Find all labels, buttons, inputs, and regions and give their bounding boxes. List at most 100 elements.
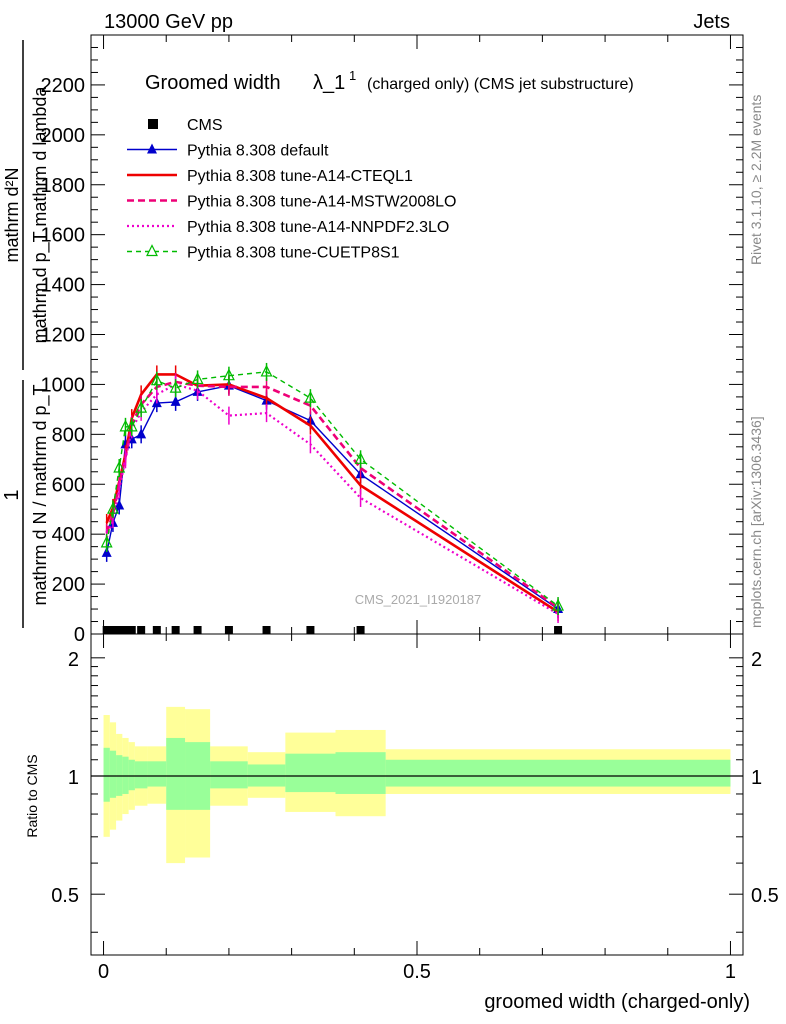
header-left: 13000 GeV pp	[104, 11, 233, 33]
ratio-y-axis-label: Ratio to CMS	[24, 754, 40, 837]
y-label-fraction-2-den: mathrm d p_T mathrm d lambda	[30, 86, 51, 344]
watermark: CMS_2021_I1920187	[355, 592, 482, 607]
y-label-fraction-1-num: 1	[1, 489, 23, 500]
series-line	[106, 384, 559, 610]
series-marker	[100, 535, 113, 548]
x-tick-label: 1	[725, 961, 736, 983]
series-line	[106, 371, 559, 607]
y-tick-label: 2200	[41, 75, 86, 97]
y-tick-label: 400	[52, 524, 85, 546]
y-label-fraction-1-den: mathrm d N / mathrm d p_T	[30, 384, 51, 605]
ratio-band-bin	[285, 753, 336, 793]
ratio-band-bin	[210, 761, 248, 789]
ratio-y-tick-label-right: 1	[751, 767, 762, 789]
ratio-y-tick-label: 0.5	[51, 885, 79, 907]
series-marker	[170, 395, 181, 406]
legend: CMS Pythia 8.308 default Pythia 8.308 tune…	[127, 117, 456, 262]
ratio-y-tick-label-right: 0.5	[751, 885, 779, 907]
y-tick-label: 2000	[41, 125, 86, 147]
cms-data-point	[127, 626, 136, 634]
cms-data-point	[554, 626, 563, 634]
series-marker	[169, 380, 182, 393]
legend-label: Pythia 8.308 tune-A14-NNPDF2.3LO	[187, 219, 449, 236]
cms-data-point	[102, 626, 111, 634]
cms-data-point	[137, 626, 146, 634]
y-tick-label: 0	[74, 624, 85, 646]
series-marker	[106, 501, 119, 514]
series-marker	[304, 390, 317, 403]
title-rest: (charged only) (CMS jet substructure)	[367, 76, 634, 93]
y-tick-label: 200	[52, 574, 85, 596]
y-tick-label: 800	[52, 424, 85, 446]
legend-marker	[148, 119, 158, 129]
series-marker	[125, 419, 138, 432]
series-marker	[113, 460, 126, 473]
cms-data-point	[306, 626, 315, 634]
series-line	[105, 380, 559, 609]
ratio-y-tick-label-right: 2	[751, 649, 762, 671]
cms-data-point	[356, 626, 365, 634]
x-tick-label: 0.5	[403, 961, 431, 983]
main-panel: 0 200 400 600 800 1000 1200 1400 1600 1800 2000 220…	[41, 34, 744, 646]
cms-data-point	[121, 626, 130, 634]
legend-label: Pythia 8.308 default	[187, 143, 329, 160]
rivet-version-text: Rivet 3.1.10, ≥ 2.2M events	[748, 95, 764, 265]
cms-data-point	[115, 626, 124, 634]
ratio-band-bin	[134, 761, 148, 789]
ratio-band-bin	[385, 759, 731, 787]
y-tick-label: 1800	[41, 175, 86, 197]
y-tick-label: 1000	[41, 374, 86, 396]
series-marker	[114, 499, 125, 510]
header-right: Jets	[693, 11, 730, 33]
ratio-band-bin	[122, 756, 129, 794]
ratio-band-bin	[103, 747, 110, 802]
legend-label: Pythia 8.308 tune-CUETP8S1	[187, 245, 400, 262]
ratio-y-tick-label: 2	[68, 649, 79, 671]
ratio-axis-ticks: 0.5 0.5 1 1 2 2 0 0.5 1	[51, 634, 779, 983]
series-marker	[150, 373, 163, 386]
series-marker	[354, 451, 367, 464]
legend-label: CMS	[187, 117, 223, 134]
cms-data-point	[193, 626, 202, 634]
mcplots-text: mcplots.cern.ch [arXiv:1306.3436]	[748, 416, 764, 628]
ratio-band-bin	[335, 752, 386, 794]
legend-marker	[147, 143, 157, 154]
ratio-band-bin	[147, 761, 167, 787]
y-tick-label: 600	[52, 474, 85, 496]
title-main: Groomed width	[145, 72, 281, 94]
ratio-y-tick-label: 1	[68, 767, 79, 789]
series-marker	[260, 364, 273, 377]
ratio-band-bin	[109, 750, 117, 798]
legend-label: Pythia 8.308 tune-A14-MSTW2008LO	[187, 194, 456, 211]
series-marker	[191, 372, 204, 385]
title-symbol: λ_1	[313, 72, 345, 94]
x-tick-label: 0	[98, 961, 109, 983]
cms-data-point	[262, 626, 271, 634]
title-superscript: 1	[349, 68, 356, 83]
series-marker	[222, 368, 235, 381]
main-data-markers	[102, 626, 563, 634]
y-label-fraction-2-num: mathrm d²N	[2, 167, 22, 262]
legend-label: Pythia 8.308 tune-A14-CTEQL1	[187, 168, 413, 185]
cms-data-point	[108, 626, 117, 634]
y-tick-label: 1600	[41, 225, 86, 247]
cms-data-point	[171, 626, 180, 634]
y-tick-label: 1400	[41, 275, 86, 297]
ratio-band-bin	[128, 759, 135, 791]
series-marker	[552, 598, 565, 611]
ratio-band-bin	[166, 737, 186, 810]
y-tick-label: 1200	[41, 325, 86, 347]
ratio-panel: 0.5 0.5 1 1 2 2 0 0.5 1	[51, 633, 779, 983]
cms-data-point	[224, 626, 233, 634]
legend-marker	[146, 244, 158, 257]
cms-data-point	[152, 626, 161, 634]
series-marker	[119, 419, 132, 432]
main-series-lines	[100, 362, 565, 624]
series-marker	[136, 428, 147, 439]
x-axis-label: groomed width (charged-only)	[484, 991, 750, 1013]
series-line	[105, 383, 559, 615]
series-marker	[135, 400, 148, 413]
plot-title: Groomed width λ_1 1 (charged only) (CMS …	[145, 68, 634, 94]
